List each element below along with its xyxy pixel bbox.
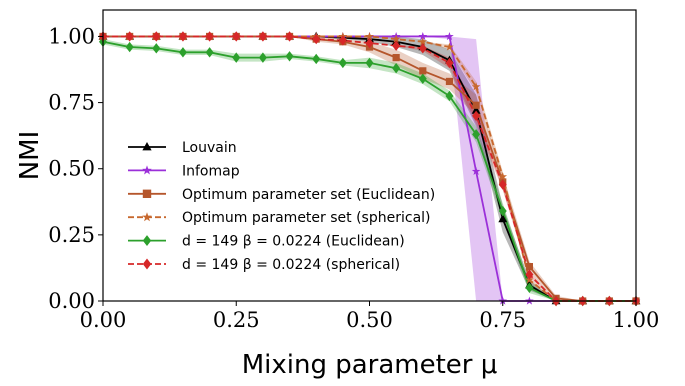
x-axis-label: Mixing parameter μ <box>242 350 498 380</box>
point-optimum-parameter-set-euclidean <box>472 101 480 109</box>
point-optimum-parameter-set-spherical <box>418 37 428 46</box>
y-tick-label: 0.25 <box>48 223 95 247</box>
point-d-149-0-0224-spherical <box>392 40 401 51</box>
point-d-149-0-0224-spherical <box>125 31 134 42</box>
point-optimum-parameter-set-euclidean <box>445 77 454 86</box>
y-tick-label: 0.50 <box>48 157 95 181</box>
point-louvain <box>471 105 481 114</box>
point-infomap <box>471 166 481 176</box>
legend-marker-optimum-parameter-set-euclidean <box>142 189 152 198</box>
point-optimum-parameter-set-spherical <box>391 34 401 43</box>
point-d-149-0-0224-spherical <box>472 110 481 122</box>
y-tick-label: 0.75 <box>48 91 95 115</box>
point-d-149-0-0224-euclidean <box>178 47 187 58</box>
x-tick-label: 1.00 <box>613 308 660 332</box>
y-tick-label: 0.00 <box>48 289 95 313</box>
point-d-149-0-0224-euclidean <box>392 63 401 74</box>
point-optimum-parameter-set-euclidean <box>525 263 533 271</box>
point-d-149-0-0224-spherical <box>258 31 267 42</box>
point-d-149-0-0224-euclidean <box>125 41 134 53</box>
legend-marker-optimum-parameter-set-spherical <box>142 212 152 222</box>
point-d-149-0-0224-euclidean <box>152 43 161 54</box>
x-tick-label: 0.75 <box>479 308 526 332</box>
legend-label-d-149-0-0224-euclidean: d = 149 β = 0.0224 (Euclidean) <box>182 234 405 250</box>
point-d-149-0-0224-euclidean <box>338 57 347 69</box>
point-d-149-0-0224-spherical <box>338 35 347 46</box>
point-d-149-0-0224-euclidean <box>365 57 374 69</box>
legend-marker-louvain <box>142 141 152 151</box>
legend-marker-d-149-0-0224-spherical <box>142 258 152 270</box>
point-d-149-0-0224-euclidean <box>258 52 267 63</box>
point-optimum-parameter-set-spherical <box>445 42 454 51</box>
legend-marker-d-149-0-0224-euclidean <box>142 235 152 247</box>
point-d-149-0-0224-euclidean <box>205 47 214 58</box>
legend-label-infomap: Infomap <box>182 163 240 179</box>
legend-label-optimum-parameter-set-spherical: Optimum parameter set (spherical) <box>182 210 431 226</box>
point-d-149-0-0224-euclidean <box>498 205 507 217</box>
point-optimum-parameter-set-euclidean <box>419 67 427 75</box>
y-axis-ticks: 0.00 0.25 0.50 0.75 1.00 <box>48 24 103 313</box>
x-tick-label: 0.25 <box>213 308 260 332</box>
point-d-149-0-0224-spherical <box>232 31 241 42</box>
point-d-149-0-0224-euclidean <box>472 129 481 140</box>
x-tick-label: 0.50 <box>346 308 393 332</box>
point-louvain <box>498 214 508 223</box>
legend-label-optimum-parameter-set-euclidean: Optimum parameter set (Euclidean) <box>182 187 435 203</box>
point-d-149-0-0224-euclidean <box>418 73 427 84</box>
legend-marker-infomap <box>142 165 152 175</box>
point-infomap <box>445 31 454 41</box>
point-optimum-parameter-set-spherical <box>498 172 508 181</box>
x-axis-ticks: 0.00 0.25 0.50 0.75 1.00 <box>80 301 660 332</box>
point-d-149-0-0224-spherical <box>312 33 321 45</box>
point-optimum-parameter-set-spherical <box>365 31 374 41</box>
legend-label-louvain: Louvain <box>182 140 237 156</box>
point-d-149-0-0224-euclidean <box>525 282 534 293</box>
point-d-149-0-0224-euclidean <box>445 90 454 102</box>
point-d-149-0-0224-spherical <box>205 31 214 42</box>
point-d-149-0-0224-spherical <box>365 37 374 49</box>
point-d-149-0-0224-euclidean <box>312 53 321 65</box>
point-d-149-0-0224-spherical <box>445 57 454 69</box>
point-d-149-0-0224-spherical <box>498 179 507 190</box>
y-axis-label: NMI <box>15 131 45 181</box>
point-d-149-0-0224-euclidean <box>285 51 294 62</box>
point-d-149-0-0224-spherical <box>418 43 427 54</box>
point-d-149-0-0224-spherical <box>152 31 161 42</box>
y-tick-label: 1.00 <box>48 24 95 48</box>
point-d-149-0-0224-spherical <box>178 31 187 42</box>
point-d-149-0-0224-spherical <box>525 269 534 280</box>
legend-label-d-149-0-0224-spherical: d = 149 β = 0.0224 (spherical) <box>182 257 400 273</box>
point-optimum-parameter-set-euclidean <box>392 54 400 62</box>
point-d-149-0-0224-euclidean <box>232 52 241 63</box>
point-infomap <box>418 31 428 41</box>
legend: Louvain Infomap Optimum parameter set (Euc… <box>128 140 435 273</box>
point-optimum-parameter-set-spherical <box>471 82 481 91</box>
point-d-149-0-0224-spherical <box>285 31 294 42</box>
x-tick-label: 0.00 <box>80 308 127 332</box>
